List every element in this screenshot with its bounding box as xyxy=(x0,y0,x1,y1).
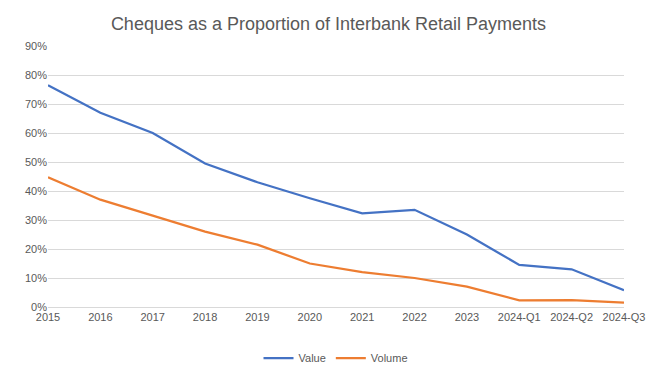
svg-text:2021: 2021 xyxy=(350,311,374,323)
svg-text:40%: 40% xyxy=(25,185,47,197)
svg-text:Value: Value xyxy=(299,352,326,364)
svg-text:60%: 60% xyxy=(25,127,47,139)
svg-text:2017: 2017 xyxy=(140,311,164,323)
svg-text:20%: 20% xyxy=(25,243,47,255)
svg-text:10%: 10% xyxy=(25,272,47,284)
svg-text:2019: 2019 xyxy=(245,311,269,323)
svg-text:50%: 50% xyxy=(25,156,47,168)
svg-text:Cheques as a Proportion of Int: Cheques as a Proportion of Interbank Ret… xyxy=(111,14,546,34)
svg-text:90%: 90% xyxy=(25,40,47,52)
svg-text:30%: 30% xyxy=(25,214,47,226)
svg-text:2016: 2016 xyxy=(88,311,112,323)
svg-text:2023: 2023 xyxy=(455,311,479,323)
svg-text:2018: 2018 xyxy=(193,311,217,323)
svg-text:Volume: Volume xyxy=(371,352,408,364)
svg-text:0%: 0% xyxy=(31,301,47,313)
svg-text:80%: 80% xyxy=(25,69,47,81)
svg-text:70%: 70% xyxy=(25,98,47,110)
svg-text:2024-Q2: 2024-Q2 xyxy=(550,311,593,323)
svg-text:2022: 2022 xyxy=(402,311,426,323)
svg-text:2015: 2015 xyxy=(36,311,60,323)
svg-text:2020: 2020 xyxy=(298,311,322,323)
svg-text:2024-Q1: 2024-Q1 xyxy=(498,311,541,323)
svg-text:2024-Q3: 2024-Q3 xyxy=(603,311,646,323)
